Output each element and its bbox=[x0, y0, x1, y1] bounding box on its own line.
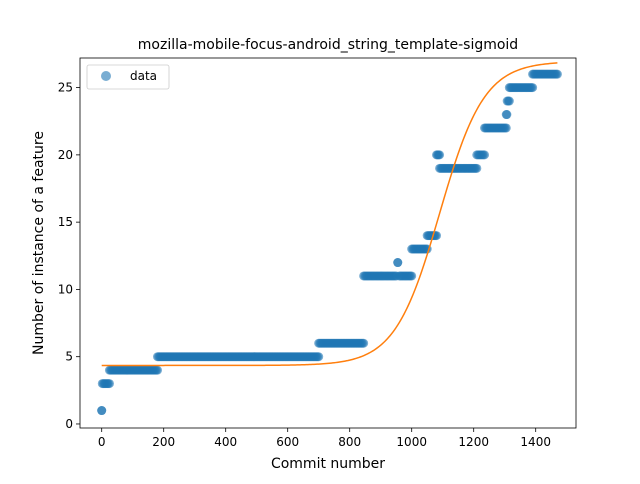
x-tick-label: 1200 bbox=[458, 435, 489, 449]
data-point bbox=[528, 83, 538, 93]
data-point bbox=[480, 150, 490, 160]
x-tick-label: 600 bbox=[276, 435, 299, 449]
data-point bbox=[104, 379, 114, 389]
data-point bbox=[472, 163, 482, 173]
y-tick-label: 20 bbox=[58, 148, 73, 162]
x-tick-label: 1000 bbox=[396, 435, 427, 449]
y-tick-label: 5 bbox=[65, 350, 73, 364]
legend-label-data: data bbox=[130, 69, 157, 83]
sigmoid-fit-line bbox=[101, 62, 558, 367]
data-point bbox=[435, 150, 445, 160]
y-tick-label: 25 bbox=[58, 81, 73, 95]
data-point bbox=[504, 96, 514, 106]
plot-background bbox=[80, 58, 576, 428]
data-point bbox=[153, 365, 162, 375]
x-tick-label: 0 bbox=[98, 435, 106, 449]
data-point bbox=[502, 110, 512, 120]
data-point bbox=[552, 69, 562, 79]
x-tick-label: 200 bbox=[152, 435, 175, 449]
x-tick-label: 1400 bbox=[520, 435, 551, 449]
data-point bbox=[97, 406, 107, 416]
x-axis: 0 200 400 600 800 1000 1200 1400 bbox=[98, 428, 551, 449]
x-tick-label: 400 bbox=[214, 435, 237, 449]
data-point bbox=[501, 123, 511, 133]
y-tick-label: 10 bbox=[58, 282, 73, 296]
chart-title: mozilla-mobile-focus-android_string_temp… bbox=[138, 37, 518, 53]
legend-box bbox=[86, 64, 170, 90]
legend: data bbox=[86, 64, 170, 90]
x-axis-label: Commit number bbox=[271, 456, 385, 472]
data-point bbox=[359, 338, 369, 348]
data-point bbox=[314, 352, 324, 362]
plot-frame bbox=[79, 57, 577, 429]
y-axis-label: Number of instance of a feature bbox=[31, 131, 47, 355]
legend-marker-data bbox=[101, 71, 111, 81]
y-axis: 0 5 10 15 20 25 bbox=[58, 81, 80, 431]
data-point bbox=[393, 258, 403, 268]
y-tick-label: 0 bbox=[65, 417, 73, 431]
data-points bbox=[97, 69, 562, 416]
y-tick-label: 15 bbox=[58, 215, 73, 229]
plot-area bbox=[79, 57, 577, 429]
x-tick-label: 800 bbox=[338, 435, 361, 449]
data-point bbox=[407, 271, 417, 281]
